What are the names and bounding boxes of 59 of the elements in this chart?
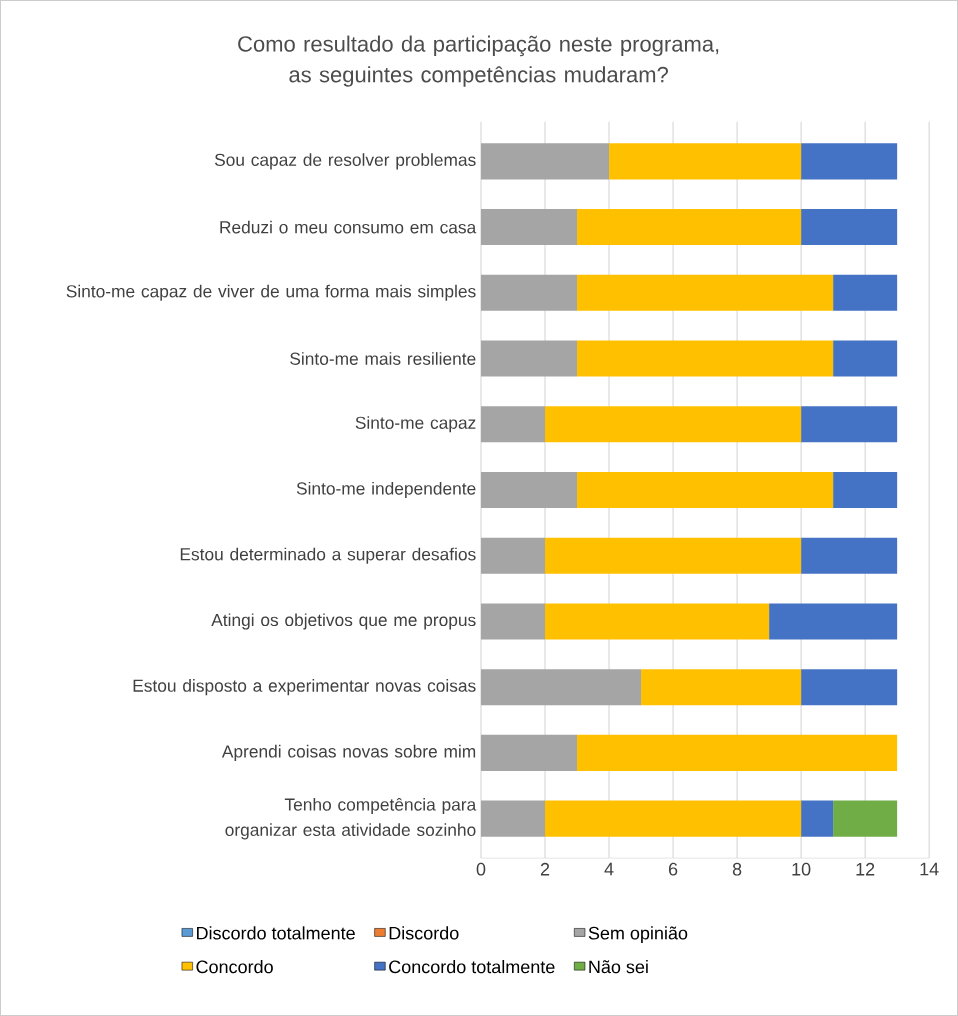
bar bbox=[641, 669, 802, 706]
legend-label: Concordo bbox=[196, 960, 273, 974]
bar bbox=[801, 669, 898, 706]
bar bbox=[480, 471, 578, 509]
bar bbox=[545, 603, 770, 640]
y-tick-label: Estou determinado a superar desafios bbox=[180, 547, 476, 564]
bar bbox=[480, 669, 642, 706]
bar bbox=[480, 274, 578, 311]
y-tick-label: Sinto-me capaz de viver de uma forma mais simples bbox=[66, 284, 476, 301]
bar bbox=[577, 734, 898, 772]
x-tick-label: 14 bbox=[920, 862, 939, 876]
bar bbox=[801, 800, 834, 837]
bar bbox=[833, 471, 898, 509]
x-tick-label: 4 bbox=[604, 862, 614, 876]
bar bbox=[801, 406, 898, 443]
bar bbox=[577, 208, 802, 246]
x-tick-label: 0 bbox=[476, 862, 486, 876]
bar bbox=[833, 274, 898, 311]
y-tick-label: Tenho competência para organizar esta atividade sozinho bbox=[225, 797, 477, 840]
bar bbox=[480, 734, 578, 772]
bar bbox=[545, 800, 802, 837]
y-tick-label: Estou disposto a experimentar novas coisas bbox=[133, 679, 476, 696]
y-tick-label: Sou capaz de resolver problemas bbox=[214, 153, 476, 170]
bar bbox=[833, 800, 898, 837]
bar bbox=[480, 603, 546, 640]
legend-label: Sem opinião bbox=[588, 926, 688, 944]
chart-title: Como resultado da participação neste programa, as seguintes competências mudaram? bbox=[238, 35, 719, 87]
legend-label: Não sei bbox=[589, 960, 648, 974]
x-tick-label: 8 bbox=[732, 862, 742, 876]
bar bbox=[545, 537, 802, 574]
bar bbox=[577, 471, 834, 509]
x-tick-label: 2 bbox=[540, 862, 550, 876]
legend-label: Discordo bbox=[389, 926, 459, 940]
bar bbox=[577, 274, 834, 311]
y-tick-label: Sinto-me mais resiliente bbox=[290, 352, 476, 365]
x-tick-label: 6 bbox=[668, 862, 678, 876]
bar bbox=[545, 406, 802, 443]
bar bbox=[480, 143, 610, 180]
bar bbox=[801, 143, 898, 180]
bar bbox=[833, 340, 898, 377]
bar bbox=[480, 800, 546, 837]
bar bbox=[480, 406, 546, 443]
y-tick-label: Sinto-me independente bbox=[296, 481, 476, 499]
bar bbox=[480, 537, 546, 574]
legend-label: Concordo totalmente bbox=[389, 960, 555, 974]
bar bbox=[769, 603, 898, 640]
y-tick-label: Aprendi coisas novas sobre mim bbox=[221, 744, 476, 762]
bar bbox=[480, 208, 578, 246]
legend-label: Discordo totalmente bbox=[197, 926, 355, 940]
y-tick-label: Reduzi o meu consumo em casa bbox=[220, 220, 477, 234]
bar bbox=[480, 340, 578, 377]
x-tick-label: 10 bbox=[792, 862, 811, 876]
x-tick-label: 12 bbox=[856, 862, 875, 876]
bar bbox=[609, 143, 802, 180]
bar bbox=[801, 208, 898, 246]
y-tick-label: Atingi os objetivos que me propus bbox=[211, 613, 476, 630]
y-tick-label: Sinto-me capaz bbox=[355, 416, 476, 433]
bar bbox=[801, 537, 898, 574]
bar bbox=[577, 340, 834, 377]
